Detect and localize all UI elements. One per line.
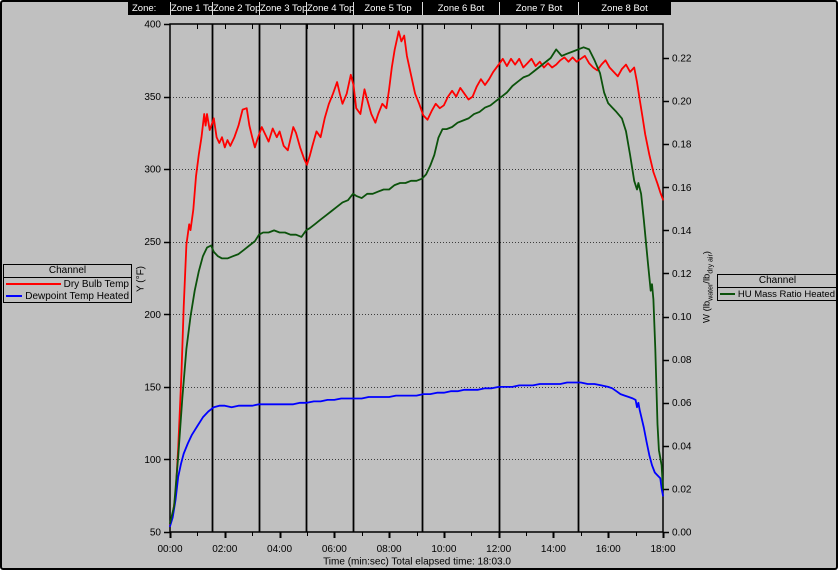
x-axis-title: Time (min:sec) Total elapsed time: 18:03…	[323, 556, 511, 568]
x-tick-label: 10:00	[431, 544, 456, 555]
right-axis-title-pre: W (lb	[701, 300, 713, 323]
legend-label: Dry Bulb Temp	[63, 278, 129, 290]
legend-left-box: Channel Dry Bulb Temp Dewpoint Temp Heate…	[3, 264, 132, 303]
legend-item-dewpoint-temp-heated[interactable]: Dewpoint Temp Heated	[4, 290, 131, 302]
zone-prefix-label: Zone:	[132, 3, 157, 14]
right-tick-label: 0.00	[672, 528, 692, 539]
left-tick-label: 150	[144, 382, 161, 393]
series-hu-mass-ratio-heated	[169, 46, 664, 525]
right-axis-title-sub2: dry air	[707, 254, 715, 274]
legend-item-hu-mass-ratio-heated[interactable]: HU Mass Ratio Heated	[718, 288, 836, 300]
x-axis-ticks	[169, 532, 665, 538]
right-axis-title: W (lbwater/lbdry air)	[702, 251, 715, 323]
legend-line-sample	[6, 295, 23, 297]
x-tick-label: 00:00	[157, 544, 182, 555]
right-tick-label: 0.22	[672, 54, 692, 65]
zone-cell-4: Zone 4 Top	[306, 2, 353, 15]
series-dry-bulb-temp	[169, 30, 664, 526]
right-tick-label: 0.18	[672, 140, 692, 151]
right-tick-label: 0.02	[672, 484, 692, 495]
legend-label: HU Mass Ratio Heated	[737, 288, 835, 300]
left-axis-ticks	[164, 23, 170, 534]
left-tick-label: 300	[144, 165, 161, 176]
right-axis-title-post: )	[701, 251, 713, 255]
zone-boundary-lines	[211, 24, 580, 532]
legend-right-box: Channel HU Mass Ratio Heated	[717, 274, 836, 301]
legend-right-header: Channel	[718, 275, 836, 288]
left-tick-label: 200	[144, 310, 161, 321]
legend-left-header: Channel	[4, 265, 131, 278]
legend-item-dry-bulb-temp[interactable]: Dry Bulb Temp	[4, 278, 131, 290]
right-axis-title-mid: /lb	[701, 273, 713, 284]
zone-cell-6: Zone 6 Bot	[422, 2, 499, 15]
x-tick-label: 02:00	[212, 544, 237, 555]
legend-left-rows: Dry Bulb Temp Dewpoint Temp Heated	[4, 278, 131, 302]
legend-label: Dewpoint Temp Heated	[25, 290, 129, 302]
right-tick-label: 0.16	[672, 183, 692, 194]
series-dewpoint-temp-heated	[169, 381, 664, 528]
left-tick-label: 350	[144, 92, 161, 103]
right-tick-label: 0.10	[672, 312, 692, 323]
x-tick-label: 14:00	[541, 544, 566, 555]
left-tick-label: 100	[144, 455, 161, 466]
zone-cell-1: Zone 1 Top	[170, 2, 212, 15]
zone-cell-3: Zone 3 Top	[259, 2, 306, 15]
x-tick-label: 18:00	[650, 544, 675, 555]
legend-line-sample	[6, 283, 61, 285]
zone-cell-7: Zone 7 Bot	[499, 2, 578, 15]
right-tick-label: 0.04	[672, 441, 692, 452]
x-tick-label: 08:00	[377, 544, 402, 555]
legend-right-rows: HU Mass Ratio Heated	[718, 288, 836, 300]
x-tick-label: 06:00	[322, 544, 347, 555]
right-axis-tick-labels: 0.00 0.02 0.04 0.06 0.08 0.10 0.12 0.14 0.16 0.18…	[672, 54, 692, 539]
x-axis-tick-labels: 00:00 02:00 04:00 06:00 08:00 10:00 12:00 14:00…	[157, 544, 675, 555]
left-tick-label: 400	[144, 20, 161, 31]
zone-cell-2: Zone 2 Top	[212, 2, 259, 15]
legend-line-sample	[720, 293, 735, 295]
right-tick-label: 0.08	[672, 355, 692, 366]
x-tick-label: 04:00	[267, 544, 292, 555]
right-tick-label: 0.14	[672, 226, 692, 237]
left-tick-label: 50	[150, 528, 162, 539]
right-axis-title-sub1: water	[707, 283, 715, 301]
zone-cell-8: Zone 8 Bot	[578, 2, 670, 15]
zone-cell-5: Zone 5 Top	[353, 2, 422, 15]
plot-border	[169, 23, 664, 533]
right-tick-label: 0.06	[672, 398, 692, 409]
x-tick-label: 12:00	[486, 544, 511, 555]
left-axis-title: Y (°F)	[135, 265, 147, 293]
right-tick-label: 0.12	[672, 269, 692, 280]
right-tick-label: 0.20	[672, 97, 692, 108]
left-tick-label: 250	[144, 237, 161, 248]
x-tick-label: 16:00	[596, 544, 621, 555]
right-axis-ticks	[663, 57, 669, 534]
left-axis-tick-labels: 50 100 150 200 250 300 350 400	[144, 20, 161, 539]
